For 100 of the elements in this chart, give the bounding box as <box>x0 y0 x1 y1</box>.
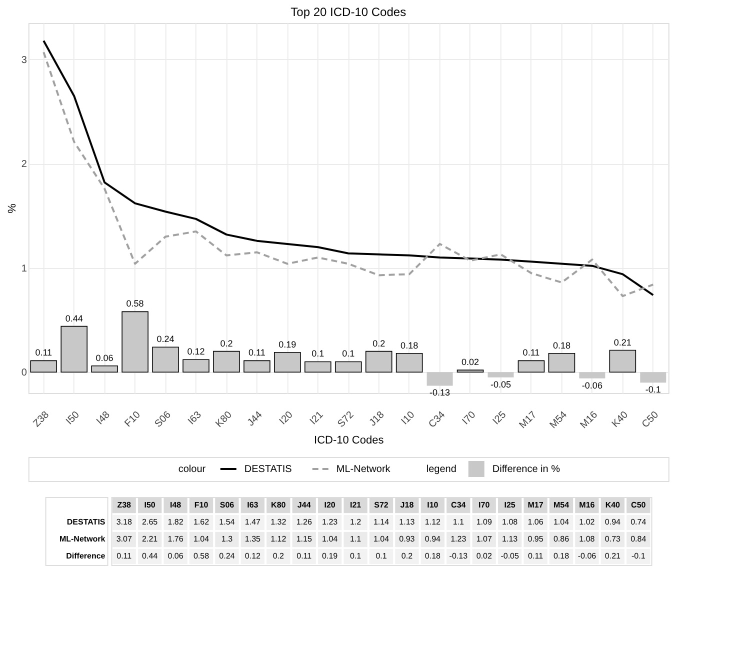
data-label: 1.76 <box>168 534 184 544</box>
x-tick-label: Z38 <box>31 409 52 430</box>
data-label: 0.2 <box>220 338 233 348</box>
data-label: 0.73 <box>604 534 622 544</box>
data-label: 1.06 <box>528 518 544 526</box>
data-label: 0.18 <box>552 340 570 350</box>
data-label: 0.11 <box>528 552 544 560</box>
data-label: 1.82 <box>168 518 184 526</box>
data-label: 0.11 <box>296 552 312 560</box>
bar <box>60 326 88 373</box>
data-label: 1.62 <box>193 518 210 526</box>
data-label: 0.86 <box>553 534 570 544</box>
x-tick-label: I70 <box>478 500 490 510</box>
data-label: 0.24 <box>219 552 236 560</box>
data-label: -0.13 <box>430 388 450 398</box>
bar <box>488 372 514 378</box>
bar <box>274 352 301 373</box>
bar <box>609 350 636 373</box>
x-tick-label: F10 <box>194 500 209 510</box>
data-label: 0.1 <box>342 348 355 359</box>
y-axis-title: % <box>6 203 18 214</box>
data-label: 0.21 <box>604 552 622 560</box>
x-tick-label: F10 <box>122 409 144 430</box>
data-label: 0.94 <box>604 518 622 526</box>
data-label: 0.1 <box>350 552 362 560</box>
data-label: 2.65 <box>142 518 158 526</box>
data-label: 0.2 <box>372 338 386 348</box>
data-label: 1.26 <box>296 518 312 526</box>
x-tick-label: M54 <box>553 500 570 510</box>
bar <box>640 372 666 383</box>
bar <box>213 350 240 373</box>
data-label: 1.04 <box>373 534 390 544</box>
data-label: -0.06 <box>582 380 602 390</box>
bar <box>182 359 210 373</box>
data-label: 3.18 <box>116 518 132 526</box>
data-label: 1.23 <box>450 534 467 544</box>
y-tick-label: 2 <box>21 159 28 170</box>
bar <box>152 346 179 373</box>
data-label: 0.06 <box>96 352 114 363</box>
data-label: 0.95 <box>528 534 544 544</box>
data-label: 0.1 <box>312 348 324 359</box>
data-label: 1.12 <box>424 518 442 526</box>
data-label: 0.11 <box>248 348 266 358</box>
data-label: 1.14 <box>373 518 390 526</box>
data-label: 0.2 <box>272 552 284 560</box>
bar <box>365 350 392 373</box>
x-tick-label: I10 <box>427 500 439 510</box>
data-label: 1.1 <box>452 518 464 526</box>
data-label: 0.1 <box>376 552 388 560</box>
x-tick-label: C50 <box>631 500 646 510</box>
bar <box>334 361 362 373</box>
data-label: 0.11 <box>116 552 132 560</box>
data-label: 0.11 <box>35 348 52 358</box>
x-tick-label: C34 <box>451 500 466 510</box>
data-label: 1.12 <box>270 534 287 544</box>
x-tick-label: I70 <box>460 409 478 428</box>
x-tick-label: K40 <box>605 500 621 510</box>
data-label: -0.05 <box>500 552 520 560</box>
x-tick-label: K80 <box>214 409 235 430</box>
x-tick-label: I20 <box>324 500 336 510</box>
x-tick-label: C50 <box>640 409 662 430</box>
data-label: 0.18 <box>553 552 570 560</box>
data-label: 0.06 <box>168 552 184 560</box>
x-tick-label: K40 <box>610 409 631 430</box>
x-tick-label: J44 <box>246 409 266 429</box>
data-label: 0.44 <box>65 313 83 324</box>
x-tick-label: I48 <box>94 409 113 428</box>
data-label: 0.74 <box>630 518 647 526</box>
data-label: 3.07 <box>116 534 132 544</box>
data-label: 0.58 <box>126 298 144 309</box>
x-tick-label: I25 <box>490 409 509 428</box>
x-tick-label: C34 <box>426 409 448 430</box>
text: legend <box>426 464 456 475</box>
x-tick-label: M17 <box>528 500 544 510</box>
y-tick-label: Difference <box>66 552 106 560</box>
data-label: 1.47 <box>244 518 262 526</box>
data-label: 1.3 <box>221 534 234 544</box>
data-label: 2.21 <box>142 534 158 544</box>
y-tick-label: DESTATIS <box>66 518 106 526</box>
x-tick-label: I50 <box>64 409 82 428</box>
data-label: 1.13 <box>399 518 416 526</box>
data-label: -0.06 <box>578 552 597 560</box>
x-tick-label: S06 <box>152 409 174 430</box>
data-label: 0.21 <box>614 337 632 348</box>
data-label: 1.04 <box>322 534 338 544</box>
data-label: 1.35 <box>244 534 262 544</box>
data-label: 1.08 <box>502 518 518 526</box>
x-tick-label: S72 <box>336 409 356 430</box>
legend-label: DESTATIS <box>244 464 292 475</box>
x-tick-label: Z38 <box>117 500 132 510</box>
data-label: 0.18 <box>424 552 442 560</box>
bar <box>518 360 545 373</box>
legend-label: Difference in % <box>492 464 560 475</box>
data-label: 0.02 <box>476 552 492 560</box>
data-label: 1.54 <box>219 518 236 526</box>
bar <box>456 370 484 373</box>
x-tick-label: I25 <box>504 500 516 510</box>
data-label: 1.13 <box>502 534 518 544</box>
data-label: 1.23 <box>322 518 338 526</box>
data-label: 0.24 <box>156 334 174 344</box>
